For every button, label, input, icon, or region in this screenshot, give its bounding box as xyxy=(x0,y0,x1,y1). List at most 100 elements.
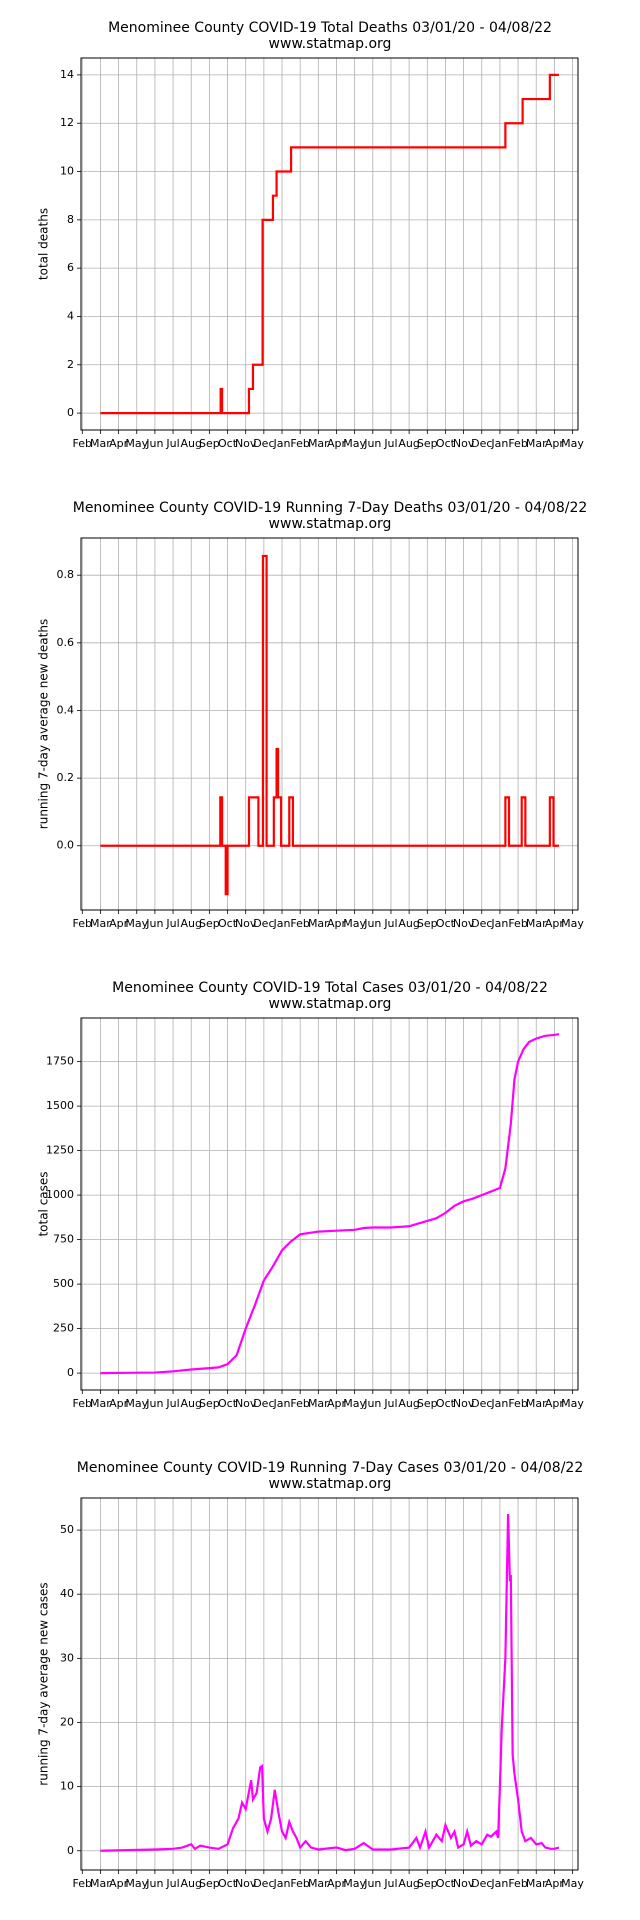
x-tick-label: Jun xyxy=(145,1397,163,1410)
y-tick-label: 0 xyxy=(67,406,74,419)
y-tick-label: 0.4 xyxy=(57,703,75,716)
x-tick-label: May xyxy=(125,1877,148,1890)
x-tick-label: Dec xyxy=(253,1877,274,1890)
x-tick-label: Jul xyxy=(165,917,179,930)
plot-frame xyxy=(80,1017,579,1391)
x-tick-label: May xyxy=(561,437,584,450)
y-tick-label: 40 xyxy=(60,1587,74,1600)
x-tick-label: Apr xyxy=(545,917,565,930)
x-tick-label: Oct xyxy=(218,917,238,930)
x-tick-label: Dec xyxy=(471,1877,492,1890)
x-tick-label: Feb xyxy=(73,1397,92,1410)
chart-subtitle: www.statmap.org xyxy=(269,516,392,532)
x-tick-label: Jun xyxy=(145,437,163,450)
y-tick-label: 0.6 xyxy=(57,636,75,649)
x-tick-label: Jan xyxy=(273,1397,291,1410)
x-tick-label: Jul xyxy=(383,437,397,450)
x-tick-label: Nov xyxy=(453,1397,475,1410)
x-tick-label: Oct xyxy=(436,437,456,450)
y-axis-label: total cases xyxy=(37,1171,51,1236)
x-tick-label: Dec xyxy=(471,437,492,450)
x-tick-label: Apr xyxy=(109,917,129,930)
x-tick-label: Oct xyxy=(218,1877,238,1890)
x-tick-label: Feb xyxy=(290,437,309,450)
chart-title: Menominee County COVID-19 Running 7-Day … xyxy=(73,500,588,516)
x-tick-label: Mar xyxy=(526,1877,547,1890)
y-tick-label: 1000 xyxy=(46,1188,74,1201)
chart: Menominee County COVID-19 Running 7-Day … xyxy=(37,500,588,930)
chart-title: Menominee County COVID-19 Total Deaths 0… xyxy=(108,20,552,36)
x-tick-label: Jul xyxy=(383,1877,397,1890)
y-axis-label: running 7-day average new deaths xyxy=(37,619,51,829)
plot-frame xyxy=(80,57,579,431)
y-tick-label: 0 xyxy=(67,1366,74,1379)
y-tick-label: 0.0 xyxy=(57,839,75,852)
x-tick-label: Apr xyxy=(327,437,347,450)
x-tick-label: May xyxy=(561,1397,584,1410)
x-tick-label: Aug xyxy=(398,1877,419,1890)
y-tick-label: 750 xyxy=(53,1233,74,1246)
chart-title: Menominee County COVID-19 Total Cases 03… xyxy=(112,980,548,996)
data-line xyxy=(100,1514,560,1852)
x-tick-label: Jul xyxy=(165,1397,179,1410)
x-tick-label: May xyxy=(343,1397,366,1410)
x-tick-label: Nov xyxy=(235,1877,257,1890)
x-tick-label: Apr xyxy=(545,1877,565,1890)
x-tick-label: Oct xyxy=(436,1877,456,1890)
x-tick-label: Jan xyxy=(490,1877,508,1890)
x-tick-label: Dec xyxy=(253,1397,274,1410)
x-tick-label: Feb xyxy=(73,1877,92,1890)
y-tick-label: 0 xyxy=(67,1844,74,1857)
x-tick-label: Jun xyxy=(145,917,163,930)
x-tick-label: May xyxy=(561,917,584,930)
x-tick-label: Mar xyxy=(526,917,547,930)
x-tick-label: Feb xyxy=(290,917,309,930)
x-tick-label: Nov xyxy=(453,917,475,930)
x-tick-label: May xyxy=(561,1877,584,1890)
x-tick-label: Jul xyxy=(165,1877,179,1890)
x-tick-label: Apr xyxy=(545,437,565,450)
x-tick-label: Sep xyxy=(417,437,438,450)
x-tick-label: Feb xyxy=(508,1877,527,1890)
x-tick-label: May xyxy=(125,1397,148,1410)
y-tick-label: 10 xyxy=(60,165,74,178)
y-tick-label: 1500 xyxy=(46,1099,74,1112)
y-tick-label: 500 xyxy=(53,1277,74,1290)
x-tick-label: Aug xyxy=(398,917,419,930)
x-tick-label: Feb xyxy=(508,1397,527,1410)
x-tick-label: Sep xyxy=(199,917,220,930)
x-tick-label: Jan xyxy=(273,917,291,930)
x-tick-label: Mar xyxy=(308,1397,329,1410)
x-tick-label: Oct xyxy=(436,1397,456,1410)
x-tick-label: Mar xyxy=(90,917,111,930)
y-tick-label: 12 xyxy=(60,116,74,129)
y-tick-label: 250 xyxy=(53,1322,74,1335)
chart-title: Menominee County COVID-19 Running 7-Day … xyxy=(77,1460,583,1476)
data-line xyxy=(100,73,559,415)
x-tick-label: Dec xyxy=(471,917,492,930)
y-tick-label: 0.8 xyxy=(57,568,75,581)
x-tick-label: Apr xyxy=(109,1397,129,1410)
x-tick-label: Oct xyxy=(436,917,456,930)
x-tick-label: Jul xyxy=(165,437,179,450)
x-tick-label: Mar xyxy=(526,437,547,450)
y-tick-label: 2 xyxy=(67,358,74,371)
chart-subtitle: www.statmap.org xyxy=(269,996,392,1012)
x-tick-label: Nov xyxy=(235,1397,257,1410)
y-tick-label: 1750 xyxy=(46,1055,74,1068)
x-tick-label: Aug xyxy=(398,1397,419,1410)
x-tick-label: Aug xyxy=(180,437,201,450)
x-tick-label: May xyxy=(125,917,148,930)
y-tick-label: 8 xyxy=(67,213,74,226)
x-tick-label: Apr xyxy=(109,1877,129,1890)
y-tick-label: 0.2 xyxy=(57,771,75,784)
x-tick-label: Mar xyxy=(90,437,111,450)
x-tick-label: Mar xyxy=(526,1397,547,1410)
x-tick-label: Dec xyxy=(471,1397,492,1410)
x-tick-label: Aug xyxy=(180,917,201,930)
y-axis-label: running 7-day average new cases xyxy=(37,1582,51,1785)
x-tick-label: Feb xyxy=(290,1397,309,1410)
x-tick-label: Jun xyxy=(145,1877,163,1890)
x-tick-label: Aug xyxy=(180,1397,201,1410)
